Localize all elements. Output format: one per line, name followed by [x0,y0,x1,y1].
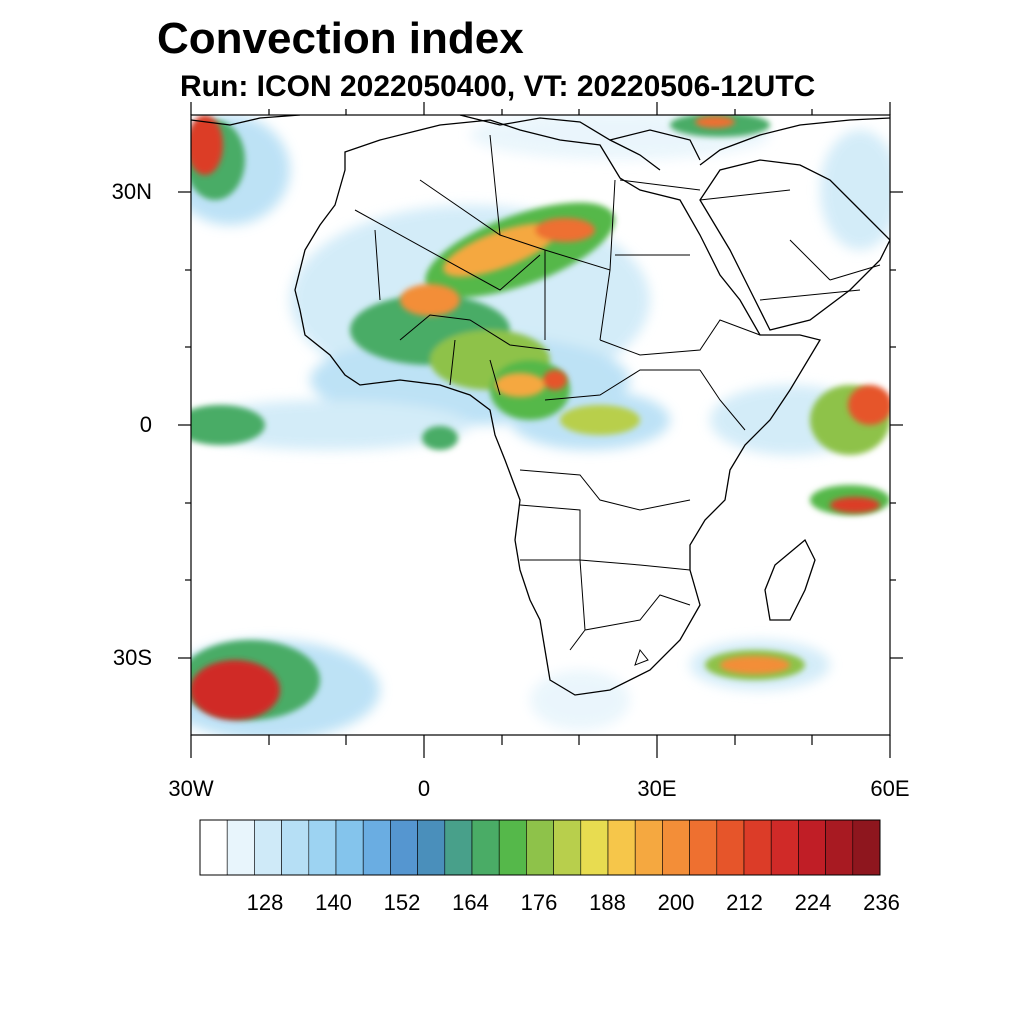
colorbar-swatch [444,819,473,876]
y-tick-label-30s: 30S [112,645,152,670]
field-east-red [848,385,890,425]
x-tick-label-30w: 30W [168,776,214,801]
colorbar-swatch [716,819,745,876]
border-lines [354,134,881,666]
colorbar-swatch [254,819,282,876]
field-sw-red [191,660,280,720]
colorbar-label: 176 [520,890,558,915]
arabia-coastline [699,159,890,331]
field-mali-orange [400,284,460,316]
y-tick-label-30n: 30N [111,179,152,204]
field-se-orange [720,656,790,674]
colorbar-swatch [417,819,446,876]
x-tick-label-60e: 60E [870,776,910,801]
colorbar-label: 212 [726,890,763,915]
colorbar-label: 200 [657,890,695,915]
field-mad-east-red [830,497,880,513]
colorbar-label: 128 [246,890,284,915]
map-title: Convection index [157,14,524,63]
colorbar-swatch [743,819,772,876]
field-sahel-red [535,218,595,242]
colorbar-swatch [362,819,391,876]
field-nw-red [191,115,223,175]
convection-field [191,115,890,735]
field-chad-red [543,370,567,390]
colorbar-swatch [281,819,310,876]
field-equator-blue [191,400,470,450]
field-gulf-green [422,426,458,450]
colorbar-swatch [335,819,364,876]
colorbar-swatch [662,819,690,876]
x-tick-label-0: 0 [417,776,431,801]
colorbar-swatch [553,819,582,876]
colorbar-swatch [852,819,881,876]
mediterranean-coast [609,129,701,161]
coastlines [191,115,890,696]
field-arabia-blue [820,130,890,250]
colorbar-swatch [825,819,854,876]
colorbar-label: 188 [589,890,626,915]
colorbar-swatch [580,819,609,876]
field-sahel-orange [443,223,557,277]
colorbar-label: 236 [863,890,900,915]
colorbar-border [199,819,881,876]
field-med-red [695,116,735,128]
colorbar-swatch [607,819,636,876]
colorbar-swatch [199,819,228,876]
africa-coastline [294,119,822,696]
colorbar-label: 164 [452,890,489,915]
colorbar-swatch [226,819,255,876]
axis-ticks [178,102,903,758]
field-nigeria-orange [495,373,545,397]
madagascar-coastline [764,538,816,621]
colorbar-swatch [634,819,663,876]
europe-coastline [191,115,890,171]
colorbar-label: 224 [794,890,832,915]
colorbar [199,819,881,876]
colorbar-swatch [471,819,500,876]
y-tick-label-0: 0 [139,412,152,437]
field-congo-yellow [560,405,640,435]
colorbar-swatch [308,819,337,876]
colorbar-swatch [498,819,527,876]
colorbar-label: 152 [383,890,421,915]
field-atl-green [191,405,265,445]
colorbar-swatch [689,819,718,876]
field-mozch-blue [530,670,630,730]
colorbar-label: 140 [315,890,352,915]
colorbar-swatch [526,819,554,876]
colorbar-swatch [390,819,418,876]
colorbar-swatch [798,819,826,876]
x-tick-label-30e: 30E [637,776,677,801]
borders [354,134,881,666]
map-subtitle: Run: ICON 2022050400, VT: 20220506-12UTC [180,70,816,103]
colorbar-swatch [770,819,799,876]
